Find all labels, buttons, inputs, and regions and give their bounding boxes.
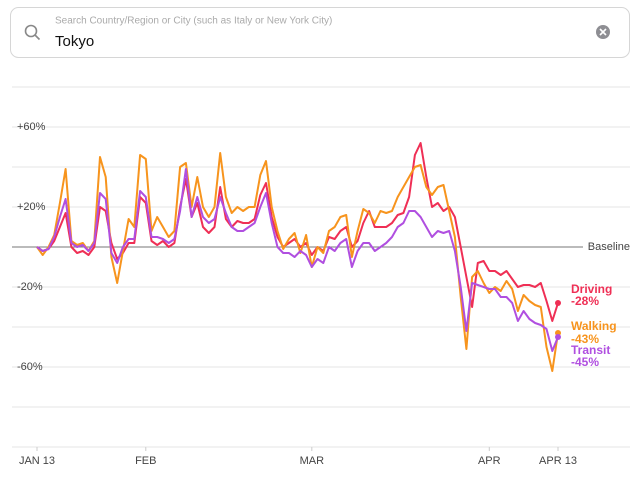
line-transit <box>36 168 559 352</box>
clear-button[interactable] <box>596 25 610 39</box>
value-label: -43% <box>571 332 599 346</box>
end-point <box>555 334 561 340</box>
x-tick-label: FEB <box>135 455 156 467</box>
value-label: -28% <box>571 294 599 308</box>
y-tick-label: -20% <box>17 281 43 293</box>
end-point <box>555 300 561 306</box>
y-tick-label: -60% <box>17 361 43 373</box>
series-name: Driving <box>571 282 612 296</box>
search-box[interactable] <box>10 7 630 58</box>
search-placeholder: Search Country/Region or City (such as I… <box>55 16 332 27</box>
x-tick-label: APR 13 <box>539 455 577 467</box>
y-tick-label: +20% <box>17 201 46 213</box>
x-tick-label: MAR <box>300 455 325 467</box>
baseline-label: Baseline <box>588 241 630 253</box>
search-icon <box>24 24 41 41</box>
value-label: -45% <box>571 355 599 369</box>
line-driving <box>36 142 559 322</box>
y-tick-label: +60% <box>17 121 46 133</box>
search-query[interactable]: Tokyo <box>55 33 94 50</box>
x-tick-label: JAN 13 <box>19 455 55 467</box>
series-name: Walking <box>571 319 617 333</box>
series-name: Transit <box>571 343 610 357</box>
x-tick-label: APR <box>478 455 501 467</box>
